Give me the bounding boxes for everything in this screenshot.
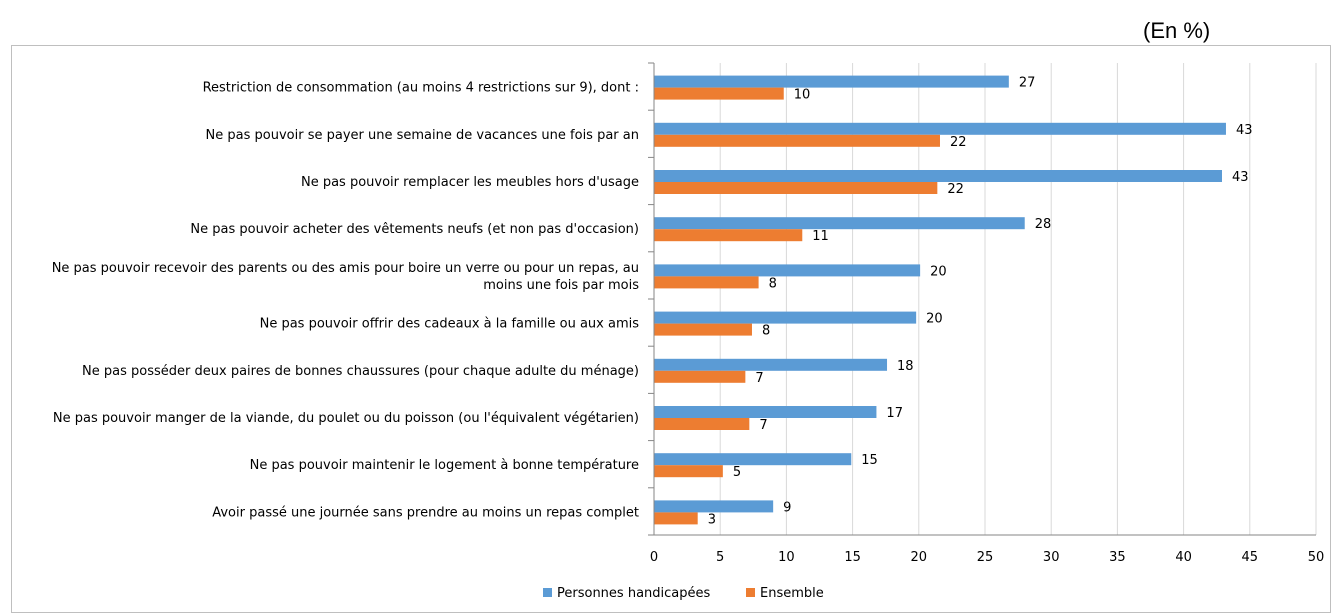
category-label: Ne pas pouvoir recevoir des parents ou d… xyxy=(52,261,639,276)
x-tick-label: 15 xyxy=(844,550,861,565)
bar-personnes-handicapees xyxy=(654,453,852,466)
data-label: 8 xyxy=(762,324,770,339)
bar-personnes-handicapees xyxy=(654,406,877,418)
x-tick-label: 10 xyxy=(778,550,795,565)
bar-personnes-handicapees xyxy=(654,358,888,371)
x-tick-label: 0 xyxy=(650,550,658,565)
data-label: 20 xyxy=(926,312,943,327)
category-label: Avoir passé une journée sans prendre au … xyxy=(212,505,639,520)
bar-ensemble xyxy=(654,87,784,100)
bar-ensemble xyxy=(654,134,940,147)
axes xyxy=(648,62,1316,536)
bar-personnes-handicapees xyxy=(654,264,921,277)
data-label: 43 xyxy=(1232,170,1249,185)
legend-swatch xyxy=(746,588,755,597)
category-label: Ne pas posséder deux paires de bonnes ch… xyxy=(82,364,639,379)
category-label: Ne pas pouvoir offrir des cadeaux à la f… xyxy=(260,317,640,332)
category-label: Ne pas pouvoir manger de la viande, du p… xyxy=(53,411,639,426)
legend-swatch xyxy=(543,588,552,597)
legend: Personnes handicapées Ensemble xyxy=(543,586,824,601)
x-tick-label: 50 xyxy=(1308,550,1325,565)
data-label: 43 xyxy=(1236,123,1253,138)
bar-ensemble xyxy=(654,276,759,289)
bar-personnes-handicapees xyxy=(654,217,1025,230)
x-tick-label: 25 xyxy=(977,550,994,565)
bars xyxy=(654,75,1226,525)
bar-ensemble xyxy=(654,418,750,430)
bar-ensemble xyxy=(654,512,698,525)
data-label: 8 xyxy=(769,276,777,291)
data-label: 9 xyxy=(783,500,791,515)
bar-personnes-handicapees xyxy=(654,500,774,513)
data-label: 3 xyxy=(708,512,716,527)
bar-personnes-handicapees xyxy=(654,170,1222,182)
category-label: Ne pas pouvoir maintenir le logement à b… xyxy=(250,458,639,473)
data-label: 20 xyxy=(930,264,947,279)
x-tick-label: 20 xyxy=(911,550,928,565)
category-label: Ne pas pouvoir acheter des vêtements neu… xyxy=(190,222,639,237)
bar-ensemble xyxy=(654,229,803,242)
data-label: 18 xyxy=(897,359,914,374)
legend-label: Ensemble xyxy=(760,586,824,601)
x-tick-label: 5 xyxy=(716,550,724,565)
data-label: 28 xyxy=(1035,217,1052,232)
bar-personnes-handicapees xyxy=(654,122,1226,135)
category-label: Restriction de consommation (au moins 4 … xyxy=(203,81,639,96)
data-label: 10 xyxy=(794,88,811,103)
data-label: 7 xyxy=(759,418,767,433)
x-tick-label: 45 xyxy=(1242,550,1259,565)
data-label: 11 xyxy=(812,229,829,244)
x-tick-label: 30 xyxy=(1043,550,1060,565)
chart-frame xyxy=(11,45,1331,613)
data-label: 17 xyxy=(886,406,903,421)
category-label: Ne pas pouvoir se payer une semaine de v… xyxy=(206,128,639,143)
unit-label: (En %) xyxy=(1143,18,1211,43)
data-label: 5 xyxy=(733,465,741,480)
x-tick-label: 35 xyxy=(1109,550,1126,565)
data-label: 27 xyxy=(1019,76,1036,91)
data-label: 7 xyxy=(755,371,763,386)
legend-label: Personnes handicapées xyxy=(557,586,710,601)
category-label: moins une fois par mois xyxy=(483,278,639,293)
x-tick-label: 40 xyxy=(1175,550,1192,565)
bar-ensemble xyxy=(654,370,746,383)
bar-ensemble xyxy=(654,182,938,194)
bar-personnes-handicapees xyxy=(654,311,917,324)
bar-ensemble xyxy=(654,323,752,336)
bar-personnes-handicapees xyxy=(654,75,1009,88)
data-label: 15 xyxy=(861,453,878,468)
bar-ensemble xyxy=(654,465,723,478)
category-label: Ne pas pouvoir remplacer les meubles hor… xyxy=(301,175,639,190)
data-label: 22 xyxy=(950,135,967,150)
data-label: 22 xyxy=(947,182,964,197)
